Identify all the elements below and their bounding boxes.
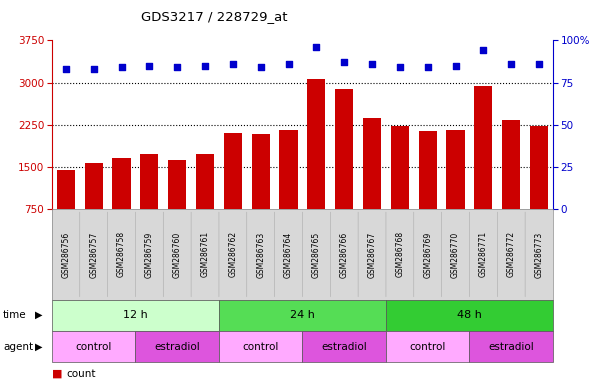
Text: GSM286757: GSM286757: [89, 231, 98, 278]
Text: estradiol: estradiol: [155, 342, 200, 352]
Point: [89, 66, 98, 72]
Text: GSM286763: GSM286763: [256, 231, 265, 278]
Text: GSM286771: GSM286771: [479, 231, 488, 278]
Point: [228, 61, 238, 67]
Bar: [447, 130, 464, 252]
Text: GSM286773: GSM286773: [535, 231, 544, 278]
Text: estradiol: estradiol: [321, 342, 367, 352]
Point: [395, 64, 404, 70]
Text: ▶: ▶: [35, 310, 43, 320]
Text: GSM286766: GSM286766: [340, 231, 349, 278]
Point: [117, 64, 126, 70]
Bar: [112, 158, 131, 252]
Text: GSM286769: GSM286769: [423, 231, 432, 278]
Bar: [419, 131, 437, 252]
Bar: [530, 126, 548, 252]
Bar: [391, 126, 409, 252]
Text: GSM286770: GSM286770: [451, 231, 460, 278]
Bar: [363, 118, 381, 252]
Text: GSM286756: GSM286756: [61, 231, 70, 278]
Point: [256, 64, 266, 70]
Point: [200, 63, 210, 69]
Bar: [335, 89, 353, 252]
Bar: [474, 86, 492, 252]
Point: [284, 61, 293, 67]
Point: [507, 61, 516, 67]
Text: GSM286764: GSM286764: [284, 231, 293, 278]
Point: [339, 59, 349, 65]
Point: [312, 44, 321, 50]
Text: GSM286767: GSM286767: [368, 231, 376, 278]
Text: ▶: ▶: [35, 342, 43, 352]
Bar: [307, 79, 326, 252]
Text: count: count: [66, 369, 95, 379]
Bar: [141, 154, 158, 252]
Text: GSM286768: GSM286768: [395, 231, 404, 278]
Text: GSM286759: GSM286759: [145, 231, 154, 278]
Text: 24 h: 24 h: [290, 310, 315, 320]
Text: 12 h: 12 h: [123, 310, 148, 320]
Text: ■: ■: [52, 369, 62, 379]
Point: [478, 47, 488, 53]
Text: 48 h: 48 h: [457, 310, 482, 320]
Text: estradiol: estradiol: [488, 342, 534, 352]
Bar: [85, 163, 103, 252]
Point: [451, 63, 461, 69]
Point: [144, 63, 154, 69]
Text: GSM286762: GSM286762: [229, 231, 237, 278]
Bar: [252, 134, 269, 252]
Text: GSM286761: GSM286761: [200, 231, 210, 278]
Text: GSM286760: GSM286760: [173, 231, 181, 278]
Bar: [224, 133, 242, 252]
Bar: [279, 130, 298, 252]
Text: control: control: [76, 342, 112, 352]
Text: GSM286772: GSM286772: [507, 231, 516, 278]
Text: GSM286765: GSM286765: [312, 231, 321, 278]
Text: GDS3217 / 228729_at: GDS3217 / 228729_at: [141, 10, 287, 23]
Text: time: time: [3, 310, 27, 320]
Point: [534, 61, 544, 67]
Bar: [502, 120, 520, 252]
Bar: [168, 160, 186, 252]
Text: GSM286758: GSM286758: [117, 231, 126, 278]
Text: control: control: [243, 342, 279, 352]
Point: [367, 61, 377, 67]
Bar: [57, 170, 75, 252]
Bar: [196, 154, 214, 252]
Point: [61, 66, 71, 72]
Point: [423, 64, 433, 70]
Text: agent: agent: [3, 342, 33, 352]
Text: control: control: [409, 342, 446, 352]
Point: [172, 64, 182, 70]
